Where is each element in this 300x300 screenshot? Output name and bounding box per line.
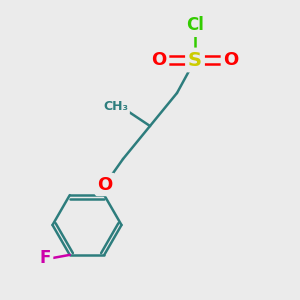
Text: O: O	[224, 51, 238, 69]
Text: F: F	[40, 250, 51, 268]
Text: CH₃: CH₃	[103, 100, 128, 113]
Text: S: S	[188, 50, 202, 70]
Text: Cl: Cl	[186, 16, 204, 34]
Text: O: O	[152, 51, 166, 69]
Text: O: O	[98, 176, 112, 194]
